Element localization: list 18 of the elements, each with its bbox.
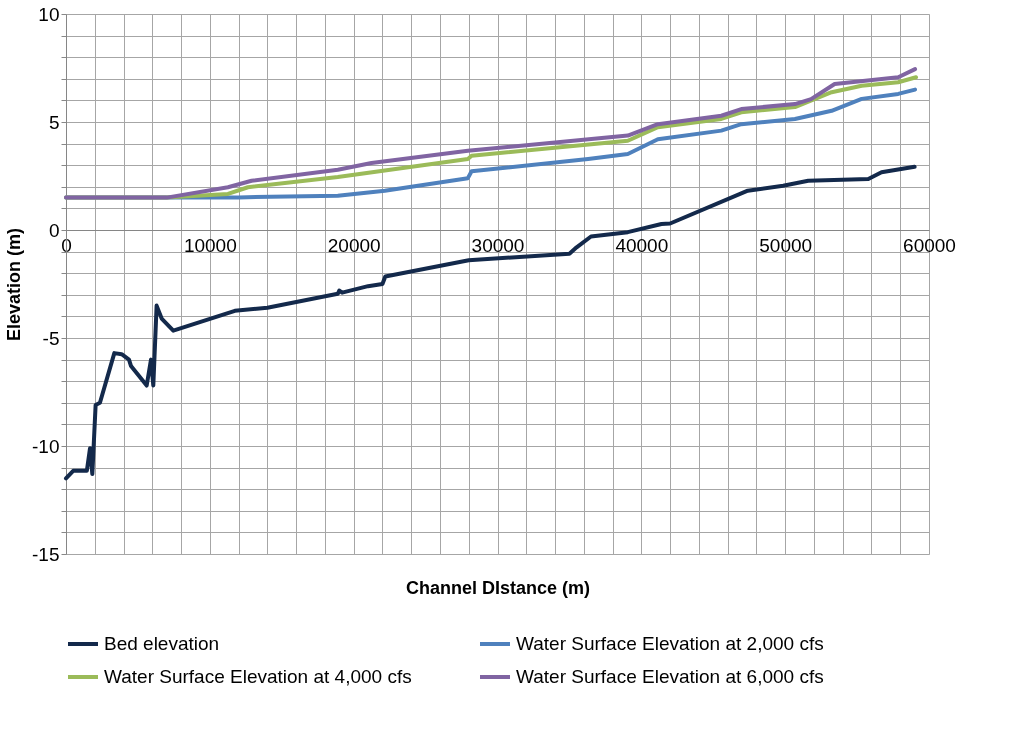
y-tick-label: 0 [48,219,60,241]
legend-label: Water Surface Elevation at 4,000 cfs [104,666,412,687]
y-tick-label: -5 [42,327,60,349]
legend-label: Bed elevation [104,633,220,654]
legend-label: Water Surface Elevation at 2,000 cfs [516,633,824,654]
y-axis-title: Elevation (m) [4,227,25,342]
y-tick-label: 10 [38,3,60,25]
y-tick-label: -10 [32,435,60,457]
y-tick-label: -15 [32,543,60,565]
x-tick-label: 60000 [903,234,956,256]
x-tick-label: 20000 [327,234,381,256]
x-axis-title: Channel DIstance (m) [405,577,591,598]
x-tick-label: 30000 [471,234,525,256]
y-tick-label: 5 [48,111,60,133]
legend-label: Water Surface Elevation at 6,000 cfs [516,666,824,687]
x-tick-label: 10000 [183,234,237,256]
x-tick-label: 40000 [615,234,669,256]
x-tick-label: 50000 [759,234,813,256]
